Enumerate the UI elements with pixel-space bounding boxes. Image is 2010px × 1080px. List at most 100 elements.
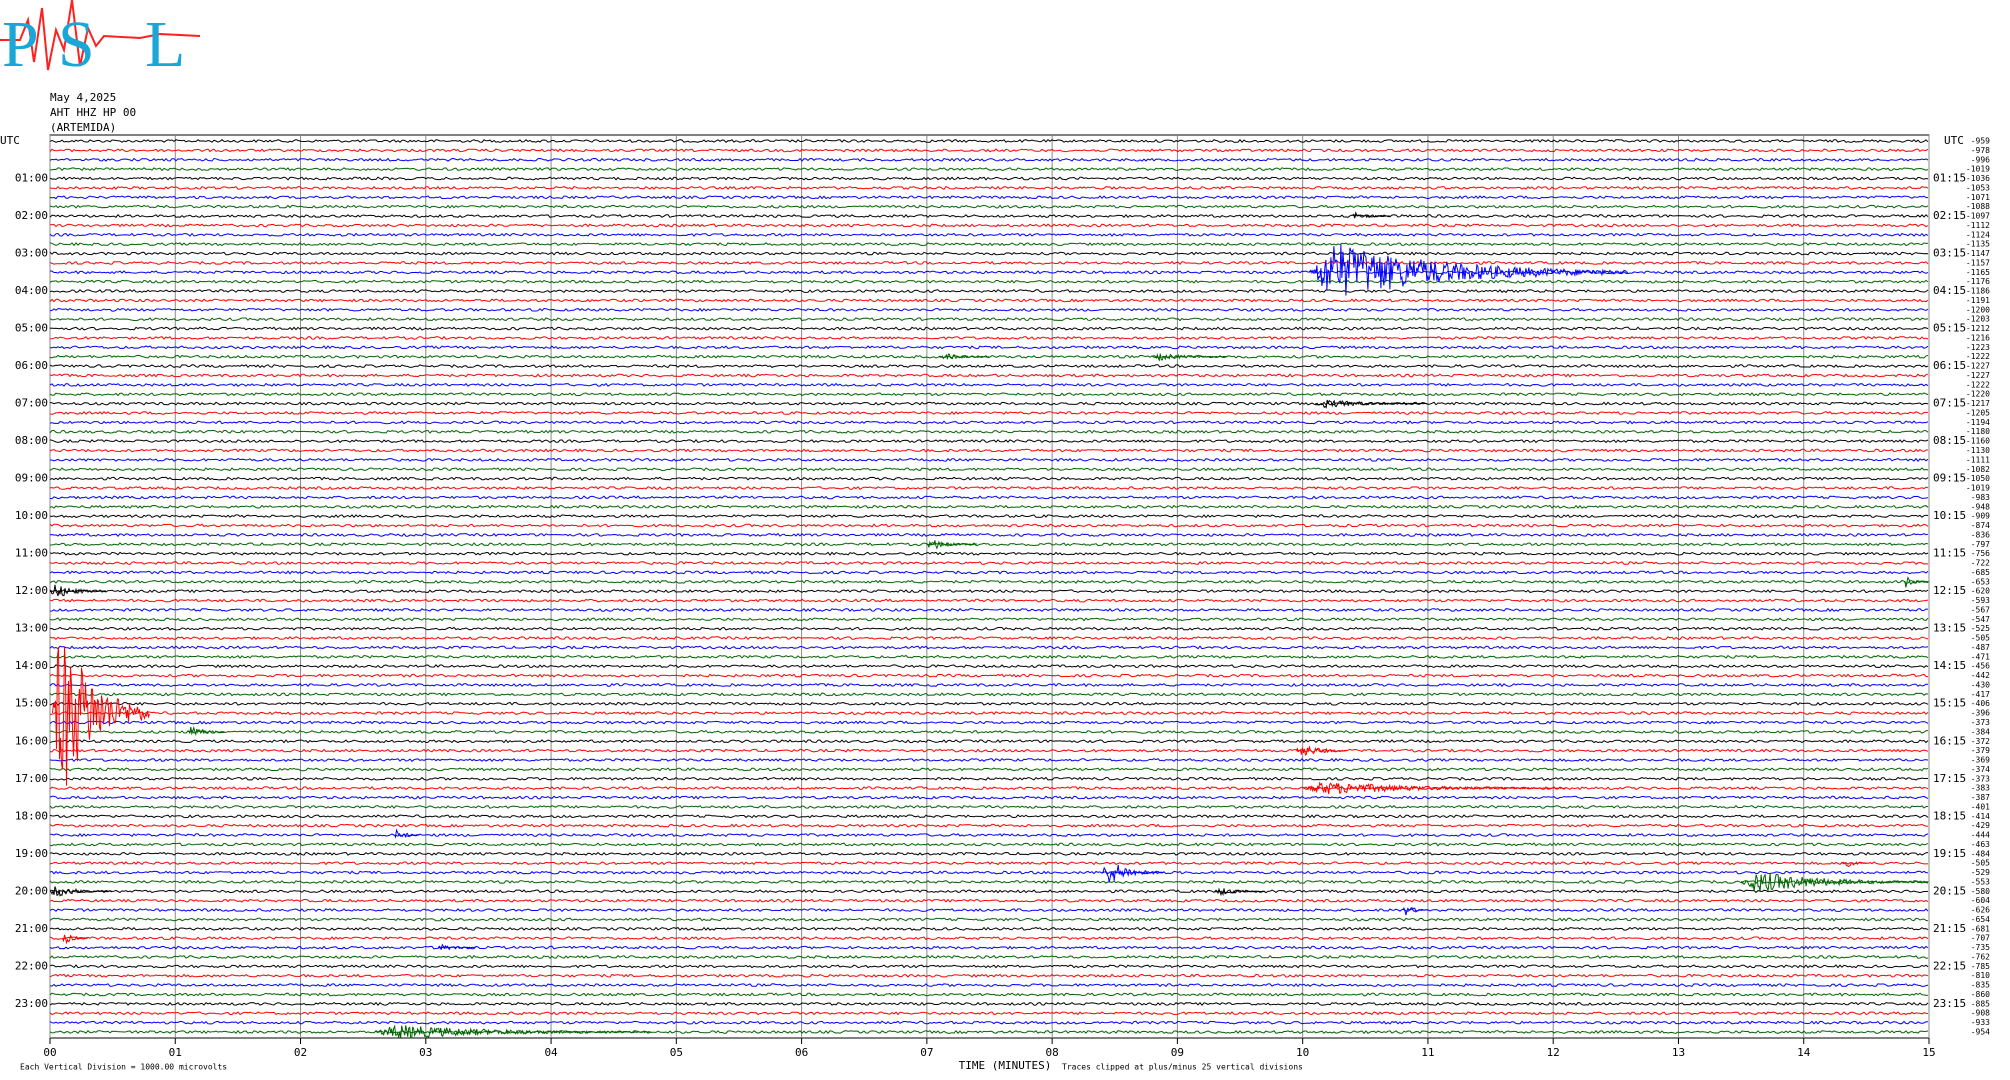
left-time-label: 12:00 [15,584,48,597]
offset-label: -681 [1971,924,1990,933]
trace [49,776,1928,781]
left-time-label: 02:00 [15,209,48,222]
x-tick-label: 06 [795,1046,808,1059]
offset-label: -1220 [1966,390,1990,399]
offset-label: -1212 [1966,324,1990,333]
x-tick-label: 01 [169,1046,182,1059]
event [49,584,107,597]
trace [49,270,1929,275]
right-time-label: 10:15 [1933,509,1966,522]
trace [49,954,1929,959]
right-time-label: 18:15 [1933,809,1966,822]
trace [49,757,1929,763]
trace [49,429,1929,434]
trace [49,635,1929,641]
left-time-label: 19:00 [15,847,48,860]
right-time-label: 16:15 [1933,734,1966,747]
offset-label: -401 [1971,802,1990,811]
offset-label: -406 [1971,699,1990,708]
trace [49,185,1929,190]
trace [49,739,1929,744]
right-time-label: 17:15 [1933,772,1966,785]
trace [49,795,1929,800]
trace [49,410,1928,416]
trace [49,298,1929,303]
scale-note: Each Vertical Division = 1000.00 microvo… [20,1063,227,1072]
event [187,725,225,737]
header-line: AHT HHZ HP 00 [50,106,136,119]
offset-label: -954 [1971,1028,1990,1037]
trace [49,626,1929,631]
offset-label: -908 [1971,1009,1990,1018]
offset-label: -933 [1971,1018,1990,1027]
offset-label: -456 [1971,662,1990,671]
offset-label: -396 [1971,709,1990,718]
left-time-label: 14:00 [15,659,48,672]
event [926,540,978,550]
event [1152,353,1228,362]
offset-label: -1227 [1966,371,1990,380]
offset-label: -959 [1971,137,1990,146]
offset-label: -1050 [1966,474,1990,483]
left-time-label: 16:00 [15,734,48,747]
event [1315,399,1428,409]
x-tick-label: 02 [294,1046,307,1059]
offset-label: -756 [1971,549,1990,558]
offset-label: -1160 [1966,437,1990,446]
x-tick-label: 12 [1547,1046,1560,1059]
x-tick-label: 05 [670,1046,683,1059]
trace [49,242,1929,247]
offset-label: -1200 [1966,305,1990,314]
right-time-label: 05:15 [1933,322,1966,335]
x-tick-label: 15 [1922,1046,1935,1059]
offset-label: -567 [1971,605,1990,614]
event [1352,211,1390,219]
trace [49,654,1929,659]
trace [49,373,1929,378]
right-time-label: 13:15 [1933,622,1966,635]
right-time-label: 03:15 [1933,247,1966,260]
trace [49,251,1929,256]
trace [49,579,1929,584]
offset-label: -1180 [1966,427,1990,436]
offset-label: -653 [1971,577,1990,586]
right-time-label: 22:15 [1933,959,1966,972]
offset-label: -529 [1971,868,1990,877]
offset-label: -369 [1971,756,1990,765]
trace [49,917,1929,922]
right-time-label: 02:15 [1933,209,1966,222]
trace [49,879,1929,884]
x-tick-label: 11 [1421,1046,1434,1059]
trace [49,232,1929,237]
trace [49,495,1929,500]
trace [49,1020,1929,1025]
offset-label: -1176 [1966,277,1990,286]
offset-label: -1088 [1966,202,1990,211]
offset-label: -429 [1971,821,1990,830]
trace [49,908,1929,913]
right-time-label: 23:15 [1933,997,1966,1010]
event [1295,745,1347,756]
trace [49,307,1929,312]
offset-label: -1019 [1966,484,1990,493]
event [62,934,88,945]
trace [49,711,1929,716]
offset-label: -373 [1971,774,1990,783]
trace [49,898,1929,903]
event [1903,576,1930,588]
trace [49,589,1929,594]
offset-label: -1223 [1966,343,1990,352]
trace [50,345,1929,350]
offset-label: -909 [1971,512,1990,521]
left-time-label: 09:00 [15,472,48,485]
trace [49,682,1929,688]
offset-label: -948 [1971,502,1990,511]
right-time-label: 04:15 [1933,284,1966,297]
trace [49,870,1929,875]
offset-label: -1186 [1966,287,1990,296]
trace [49,420,1929,425]
offset-label: -707 [1971,934,1990,943]
offset-label: -885 [1971,999,1990,1008]
x-tick-label: 09 [1171,1046,1184,1059]
